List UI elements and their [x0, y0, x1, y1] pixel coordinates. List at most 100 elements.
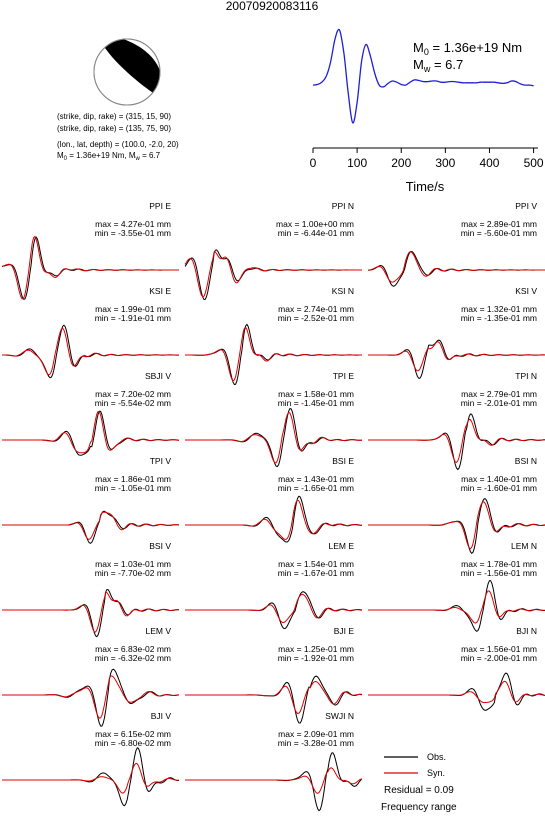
max-amplitude: max = 6.15e-02 mm — [95, 729, 171, 739]
synthetic-trace — [185, 499, 362, 540]
min-amplitude: min = -1.91e-01 mm — [95, 313, 171, 323]
station-label: SBJI V — [145, 371, 171, 381]
synthetic-trace — [2, 762, 180, 794]
min-amplitude: min = -6.32e-02 mm — [95, 653, 171, 663]
station-label: BJI E — [334, 626, 355, 636]
station-label: TPI V — [150, 456, 172, 466]
station-label: PPI N — [332, 201, 354, 211]
min-amplitude: min = -7.70e-02 mm — [95, 568, 171, 578]
max-amplitude: max = 2.74e-01 mm — [278, 304, 354, 314]
legend: Obs. Syn. Residual = 0.09 Frequency rang… — [381, 752, 457, 813]
max-amplitude: max = 4.27e-01 mm — [95, 219, 171, 229]
max-amplitude: max = 2.89e-01 mm — [461, 219, 537, 229]
station-label: KSI E — [149, 286, 171, 296]
synthetic-trace — [368, 501, 545, 550]
synthetic-trace — [2, 327, 180, 376]
station-label: BJI V — [151, 711, 172, 721]
min-amplitude: min = -5.54e-02 mm — [95, 398, 171, 408]
stf-tick-label: 500 — [524, 156, 544, 170]
observed-trace — [2, 410, 180, 456]
min-amplitude: min = -6.80e-02 mm — [95, 738, 171, 748]
synthetic-trace — [2, 410, 179, 454]
stf-mw-label: Mw = 6.7 — [413, 57, 463, 74]
beachball — [93, 38, 161, 106]
max-amplitude: max = 1.03e-01 mm — [95, 559, 171, 569]
observed-trace — [368, 672, 545, 711]
observed-trace — [185, 495, 363, 543]
synthetic-trace — [368, 418, 545, 464]
station-label: BSI N — [515, 456, 537, 466]
legend-obs-label: Obs. — [427, 752, 446, 762]
min-amplitude: min = -1.56e-01 mm — [461, 568, 537, 578]
moment-text: M0 = 1.36e+19 Nm, Mw = 6.7 — [57, 151, 161, 162]
synthetic-trace — [1, 235, 179, 300]
station-label: LEM N — [511, 541, 537, 551]
stf-tick-label: 200 — [391, 156, 411, 170]
residual-text: Residual = 0.09 — [384, 785, 454, 796]
min-amplitude: min = -6.44e-01 mm — [278, 228, 354, 238]
max-amplitude: max = 1.40e-01 mm — [461, 474, 537, 484]
max-amplitude: max = 1.78e-01 mm — [461, 559, 537, 569]
station-label: SWJI N — [325, 711, 354, 721]
plane2-text: (strike, dip, rake) = (135, 75, 90) — [57, 124, 171, 133]
synthetic-trace — [185, 411, 363, 464]
min-amplitude: min = -2.00e-01 mm — [461, 653, 537, 663]
min-amplitude: min = -1.92e-01 mm — [278, 653, 354, 663]
max-amplitude: max = 1.86e-01 mm — [95, 474, 171, 484]
synthetic-trace — [185, 593, 363, 624]
station-label: BSI V — [149, 541, 171, 551]
synthetic-trace — [2, 675, 180, 719]
synthetic-trace — [185, 680, 363, 715]
stf-tick-label: 100 — [347, 156, 367, 170]
synthetic-trace — [367, 251, 545, 283]
synthetic-trace — [2, 591, 180, 633]
max-amplitude: max = 1.58e-01 mm — [278, 389, 354, 399]
synthetic-trace — [368, 341, 545, 372]
observed-trace — [2, 324, 179, 379]
synthetic-trace — [368, 590, 545, 624]
max-amplitude: max = 6.83e-02 mm — [95, 644, 171, 654]
station-label: PPI V — [515, 201, 537, 211]
max-amplitude: max = 1.00e+00 mm — [276, 219, 354, 229]
plane1-text: (strike, dip, rake) = (315, 15, 90) — [57, 112, 171, 121]
station-label: LEM E — [328, 541, 354, 551]
synthetic-trace — [185, 767, 363, 794]
station-label: LEM V — [145, 626, 171, 636]
station-label: BJI N — [516, 626, 537, 636]
max-amplitude: max = 1.32e-01 mm — [461, 304, 537, 314]
station-label: BSI E — [332, 456, 354, 466]
synthetic-trace — [2, 511, 180, 540]
legend-syn-label: Syn. — [427, 768, 445, 778]
station-label: TPI E — [333, 371, 355, 381]
location-text: (lon., lat, depth) = (100.0, -2.0, 20) — [57, 140, 179, 149]
stf-plot: 0 100 200 300 400 500 Time/s M0 = 1.36e+19 Nm… — [310, 28, 544, 194]
beachball-compression — [100, 39, 160, 95]
stf-xlabel: Time/s — [406, 179, 445, 194]
max-amplitude: max = 2.09e-01 mm — [278, 729, 354, 739]
observed-trace — [368, 580, 545, 632]
min-amplitude: min = -3.55e-01 mm — [95, 228, 171, 238]
max-amplitude: max = 2.79e-01 mm — [461, 389, 537, 399]
stf-line — [312, 28, 534, 124]
frequency-range-text: Frequency range — [381, 802, 457, 813]
stf-tick-label: 300 — [435, 156, 455, 170]
min-amplitude: min = -1.35e-01 mm — [461, 313, 537, 323]
min-amplitude: min = -3.28e-01 mm — [278, 738, 354, 748]
min-amplitude: min = -2.01e-01 mm — [461, 398, 537, 408]
